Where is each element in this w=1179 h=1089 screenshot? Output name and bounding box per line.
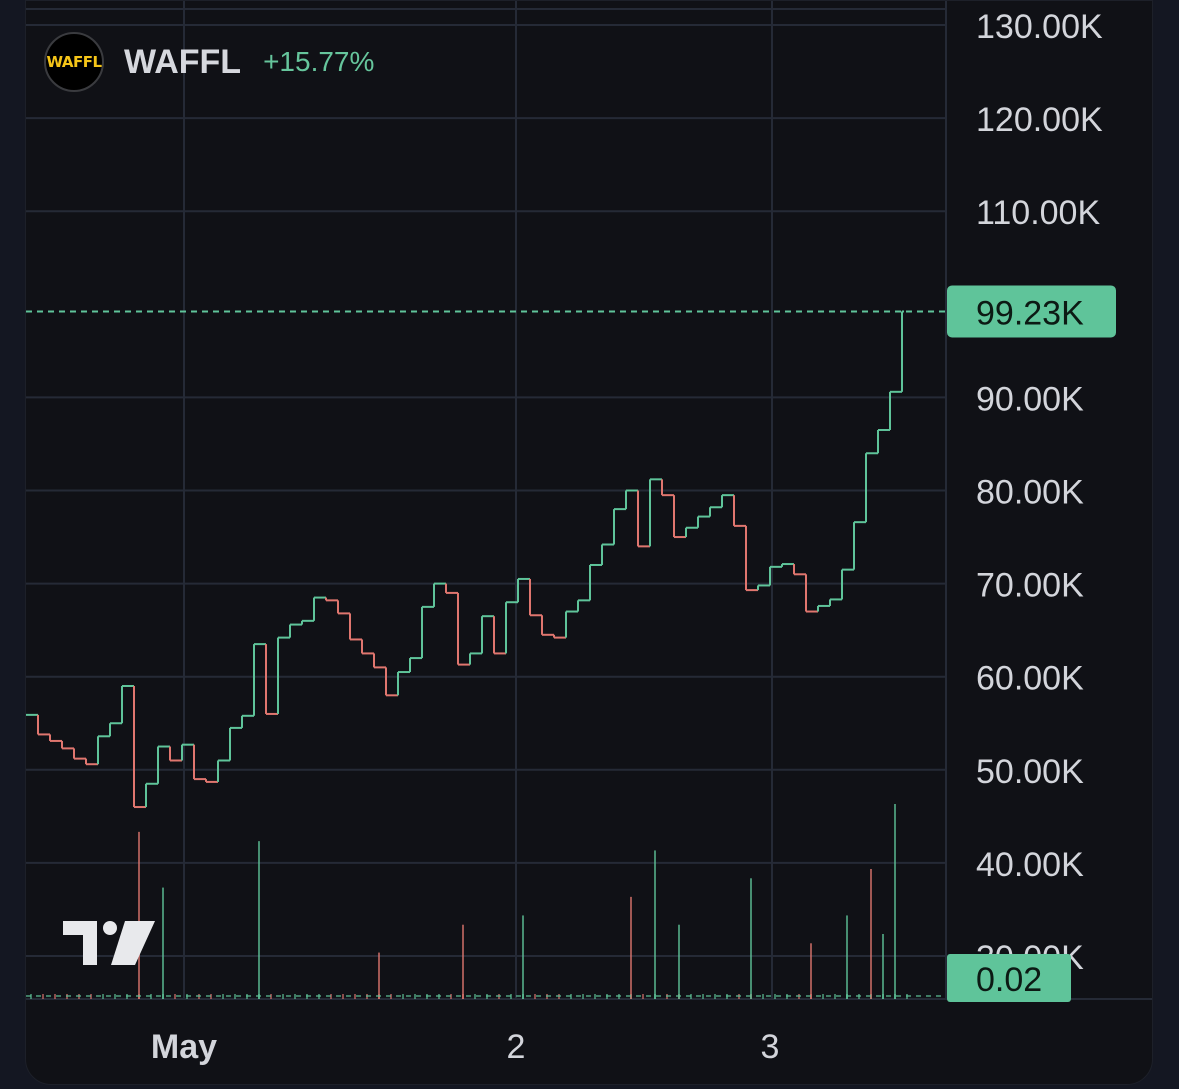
price-change: +15.77% (263, 46, 375, 77)
volume-bar (42, 994, 44, 999)
volume-bar (690, 994, 692, 999)
volume-bar (450, 994, 452, 999)
y-tick-label: 70.00K (976, 567, 1084, 605)
last-price-label: 99.23K (976, 294, 1084, 332)
volume-bar (762, 994, 764, 999)
volume-bar (714, 994, 716, 999)
volume-bar (846, 915, 848, 999)
volume-bar (402, 994, 404, 999)
volume-bar (294, 994, 296, 999)
x-tick-label: May (151, 1028, 217, 1066)
y-tick-label: 120.00K (976, 101, 1103, 139)
y-tick-label: 50.00K (976, 753, 1084, 791)
chart-frame: 130.00K 120.00K 110.00K 90.00K 80.00K 70.00K 6… (25, 0, 1153, 1085)
volume-label: 0.02 (976, 961, 1042, 999)
volume-bar (810, 943, 812, 999)
tradingview-logo-icon[interactable] (63, 919, 155, 967)
volume-bar (174, 994, 176, 999)
volume-bar (234, 994, 236, 999)
volume-bar (702, 994, 704, 999)
y-tick-label: 80.00K (976, 474, 1084, 512)
volume-bar (342, 994, 344, 999)
volume-bars (30, 804, 908, 999)
volume-bar (834, 994, 836, 999)
volume-bar (522, 915, 524, 999)
volume-bar (162, 887, 164, 999)
price-line (26, 310, 946, 997)
x-tick-label: 2 (507, 1028, 526, 1066)
volume-bar (774, 994, 776, 999)
x-tick-label: 3 (761, 1028, 780, 1066)
volume-bar (138, 831, 140, 999)
volume-bar (90, 994, 92, 999)
volume-bar (654, 850, 656, 999)
price-chart[interactable]: 130.00K 120.00K 110.00K 90.00K 80.00K 70.00K 6… (26, 1, 1153, 1085)
price-labels: 99.23K 0.02 (947, 285, 1116, 1002)
token-logo-text: WAFFL (46, 53, 102, 71)
y-tick-label: 60.00K (976, 660, 1084, 698)
last-price-badge (947, 285, 1116, 338)
grid (26, 1, 1152, 1000)
volume-bar (30, 994, 32, 999)
volume-bar (594, 994, 596, 999)
volume-bar (222, 994, 224, 999)
volume-bar (894, 804, 896, 999)
volume-bar (330, 994, 332, 999)
volume-bar (630, 896, 632, 999)
x-axis[interactable]: May 2 3 (151, 1028, 780, 1066)
symbol-name: WAFFL (124, 42, 242, 81)
volume-badge (947, 954, 1071, 1002)
volume-bar (150, 994, 152, 999)
volume-bar (534, 994, 536, 999)
y-tick-label: 110.00K (976, 194, 1100, 232)
volume-bar (102, 994, 104, 999)
volume-bar (882, 934, 884, 999)
volume-bar (114, 994, 116, 999)
volume-bar (510, 994, 512, 999)
volume-bar (258, 841, 260, 999)
volume-bar (270, 994, 272, 999)
volume-bar (582, 994, 584, 999)
volume-bar (822, 994, 824, 999)
symbol-legend[interactable]: WAFFL WAFFL +15.77% (44, 31, 374, 93)
volume-bar (642, 994, 644, 999)
volume-bar (678, 924, 680, 999)
volume-bar (570, 994, 572, 999)
volume-bar (210, 994, 212, 999)
volume-bar (54, 994, 56, 999)
y-tick-label: 90.00K (976, 380, 1084, 418)
volume-bar (282, 994, 284, 999)
y-tick-label: 40.00K (976, 846, 1084, 884)
volume-bar (378, 952, 380, 999)
volume-bar (474, 994, 476, 999)
volume-bar (390, 994, 392, 999)
volume-bar (462, 924, 464, 999)
volume-bar (750, 878, 752, 999)
volume-bar (870, 869, 872, 999)
token-logo: WAFFL (44, 32, 104, 92)
volume-bar (414, 994, 416, 999)
volume-bar (354, 994, 356, 999)
y-axis[interactable]: 130.00K 120.00K 110.00K 90.00K 80.00K 70.00K 6… (976, 8, 1103, 977)
y-tick-label: 130.00K (976, 8, 1103, 46)
